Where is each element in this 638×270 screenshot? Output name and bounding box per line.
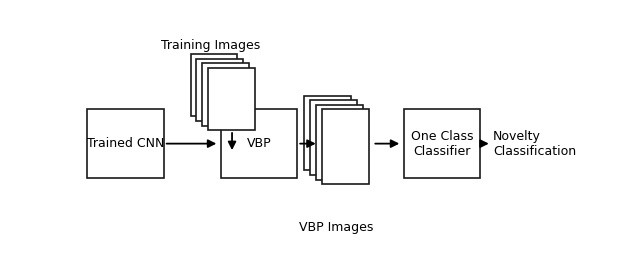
FancyBboxPatch shape [87, 109, 164, 178]
FancyBboxPatch shape [197, 59, 244, 121]
Text: VBP: VBP [247, 137, 271, 150]
FancyBboxPatch shape [304, 96, 351, 170]
FancyBboxPatch shape [310, 100, 357, 175]
Text: One Class
Classifier: One Class Classifier [411, 130, 473, 158]
FancyBboxPatch shape [202, 63, 249, 126]
Text: Training Images: Training Images [161, 39, 260, 52]
FancyBboxPatch shape [316, 105, 363, 180]
Text: VBP Images: VBP Images [299, 221, 373, 234]
FancyBboxPatch shape [221, 109, 297, 178]
FancyBboxPatch shape [208, 68, 255, 130]
Text: Trained CNN: Trained CNN [87, 137, 164, 150]
FancyBboxPatch shape [322, 109, 369, 184]
FancyBboxPatch shape [191, 54, 237, 116]
Text: Novelty
Classification: Novelty Classification [493, 130, 576, 158]
FancyBboxPatch shape [404, 109, 480, 178]
